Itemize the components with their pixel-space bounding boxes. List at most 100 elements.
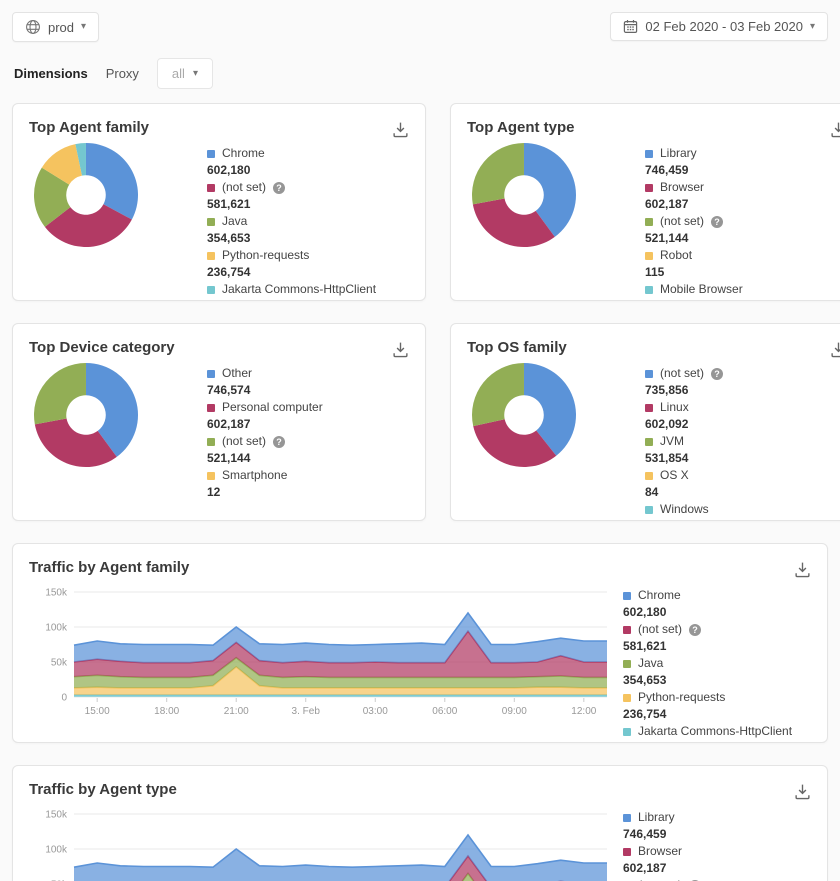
- legend-swatch: [623, 847, 631, 856]
- legend-swatch: [623, 727, 631, 736]
- legend-swatch: [645, 369, 653, 378]
- legend-swatch: [207, 369, 215, 378]
- question-mark-icon[interactable]: ?: [711, 215, 724, 228]
- legend-swatch: [623, 659, 631, 668]
- legend-label: Browser: [638, 844, 683, 858]
- legend-item: JVM: [645, 434, 840, 449]
- legend-count: 581,621: [623, 639, 667, 653]
- download-icon[interactable]: [794, 783, 811, 800]
- question-mark-icon[interactable]: ?: [689, 623, 702, 636]
- card-title: Top Device category: [29, 339, 175, 356]
- dimensions-label: Dimensions: [14, 66, 88, 81]
- legend-label: (not set): [222, 180, 267, 194]
- legend-count: 602,180: [623, 605, 667, 619]
- area-series-line: [73, 611, 607, 647]
- area-series-fill: [449, 856, 487, 881]
- chevron-down-icon: ▾: [192, 67, 198, 79]
- filter-bar: Dimensions Proxy all ▾: [14, 58, 828, 89]
- legend-label: (not set): [660, 366, 705, 380]
- donut-slice: [473, 419, 557, 467]
- legend-swatch: [645, 183, 653, 192]
- legend-swatch: [207, 285, 215, 294]
- download-icon[interactable]: [392, 121, 409, 138]
- legend-count: 354,653: [207, 231, 251, 245]
- legend-count: 602,180: [207, 163, 251, 177]
- legend-item: Linux: [645, 400, 840, 415]
- question-mark-icon[interactable]: ?: [273, 435, 286, 448]
- donut-slice: [33, 363, 86, 425]
- legend-count: 84: [645, 485, 659, 499]
- svg-text:0: 0: [61, 693, 67, 704]
- area-series-fill: [462, 873, 474, 881]
- donut-chart-os-family: [469, 360, 579, 517]
- area-series-fill: [74, 631, 607, 678]
- legend-swatch: [207, 403, 215, 412]
- card-title: Traffic by Agent type: [29, 781, 177, 798]
- card-title: Top OS family: [467, 339, 567, 356]
- legend-count: 531,854: [645, 451, 689, 465]
- legend-item: Robot: [645, 248, 840, 263]
- area-series-fill: [74, 835, 607, 881]
- legend-count: 746,459: [645, 163, 689, 177]
- legend-swatch: [623, 813, 631, 822]
- donut-slice: [41, 144, 82, 185]
- environment-selector-button[interactable]: prod ▾: [12, 12, 100, 42]
- card-title: Traffic by Agent family: [29, 559, 190, 576]
- legend-swatch: [207, 149, 215, 158]
- chart-legend: Other 746,574 Personal computer 602,187 (not…: [207, 364, 417, 502]
- donut-slice: [86, 143, 138, 220]
- legend-count: 115: [645, 265, 665, 279]
- download-icon[interactable]: [830, 341, 840, 358]
- legend-swatch: [645, 149, 653, 158]
- legend-swatch: [207, 251, 215, 260]
- area-series-fill: [74, 657, 607, 688]
- legend-item: Browser: [623, 844, 823, 859]
- legend-count: 581,621: [207, 197, 251, 211]
- svg-text:12:00: 12:00: [571, 706, 596, 717]
- donut-slice: [524, 143, 576, 237]
- svg-text:06:00: 06:00: [432, 706, 457, 717]
- top-bar: prod ▾ 02 Feb 2020 - 03 Feb 2020 ▾: [12, 12, 828, 42]
- proxy-select[interactable]: all ▾: [156, 58, 213, 89]
- legend-item: Jakarta Commons-HttpClient: [623, 724, 823, 739]
- question-mark-icon[interactable]: ?: [273, 181, 286, 194]
- legend-count: 236,754: [207, 265, 251, 279]
- donut-cards-grid: Top Agent family Chrome 602,180 (not set)?…: [12, 103, 840, 521]
- donut-slice: [34, 418, 117, 468]
- legend-item: Chrome: [207, 146, 417, 161]
- legend-label: Smartphone: [222, 468, 288, 482]
- legend-swatch: [207, 183, 215, 192]
- legend-label: Java: [222, 214, 248, 228]
- download-icon[interactable]: [794, 561, 811, 578]
- donut-chart-device-category: [31, 360, 141, 502]
- chevron-down-icon: ▾: [81, 21, 87, 32]
- download-icon[interactable]: [392, 341, 409, 358]
- svg-text:50k: 50k: [51, 880, 68, 881]
- question-mark-icon[interactable]: ?: [711, 367, 724, 380]
- date-range-button[interactable]: 02 Feb 2020 - 03 Feb 2020 ▾: [610, 12, 828, 41]
- legend-label: Jakarta Commons-HttpClient: [638, 724, 793, 738]
- calendar-icon: [623, 19, 638, 34]
- legend-item: Smartphone: [207, 468, 417, 483]
- donut-slice: [472, 363, 524, 427]
- svg-text:03:00: 03:00: [363, 706, 388, 717]
- donut-slice: [75, 143, 86, 176]
- legend-label: OS X: [660, 468, 689, 482]
- legend-label: Chrome: [638, 588, 681, 602]
- legend-swatch: [645, 403, 653, 412]
- legend-label: Linux: [660, 400, 689, 414]
- svg-text:3. Feb: 3. Feb: [292, 706, 321, 717]
- legend-swatch: [623, 693, 631, 702]
- proxy-label: Proxy: [105, 66, 139, 81]
- download-icon[interactable]: [830, 121, 840, 138]
- legend-count: 602,187: [207, 417, 251, 431]
- legend-item: Java: [623, 656, 823, 671]
- donut-slice: [86, 363, 139, 457]
- legend-label: Mobile Browser: [660, 282, 743, 296]
- legend-count: 521,144: [207, 451, 251, 465]
- legend-item: Java: [207, 214, 417, 229]
- area-series-fill: [74, 613, 607, 663]
- legend-count: 521,144: [645, 231, 689, 245]
- legend-item: Other: [207, 366, 417, 381]
- card-top-os-family: Top OS family (not set)? 735,856 Linux 602,…: [450, 323, 840, 521]
